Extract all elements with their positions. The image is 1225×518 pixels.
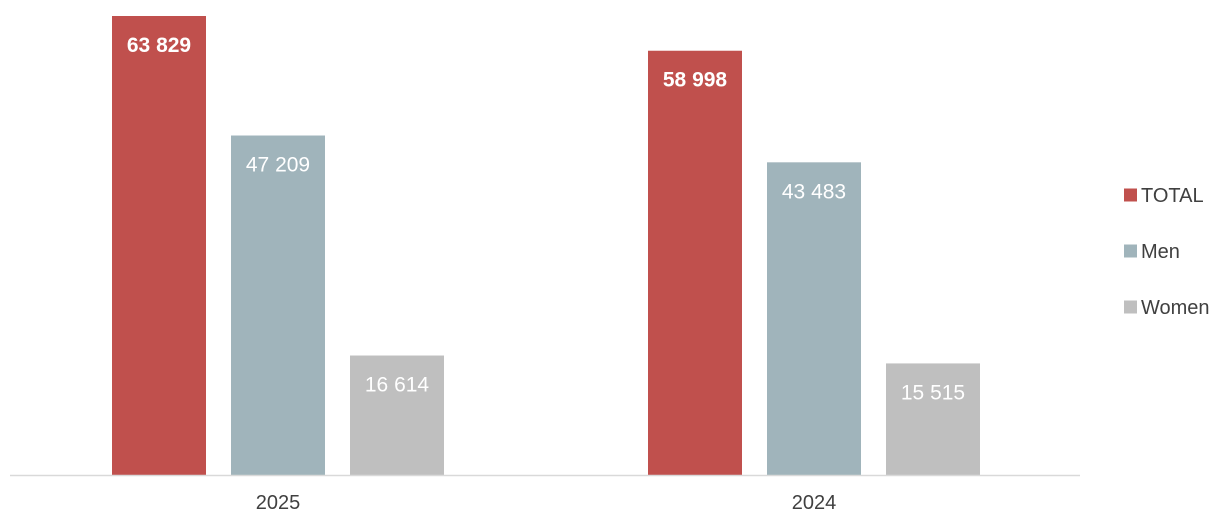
bar-women-2025: [350, 355, 444, 475]
legend-label-women: Women: [1141, 297, 1210, 319]
data-label-total-2024: 58 998: [663, 69, 728, 92]
bar-total-2025: [112, 16, 206, 475]
category-labels-group: 2025 2024: [256, 492, 837, 514]
legend-label-men: Men: [1141, 241, 1180, 263]
bar-labels-group: 63 829 47 209 16 614 58 998 43 483 15 515: [127, 34, 965, 404]
data-label-women-2025: 16 614: [365, 374, 430, 397]
data-label-women-2024: 15 515: [901, 381, 965, 404]
category-label-2024: 2024: [792, 492, 837, 514]
bar-women-2024: [886, 363, 980, 475]
legend: TOTAL Men Women: [1124, 185, 1210, 319]
legend-swatch-men: [1124, 244, 1137, 258]
bar-total-2024: [648, 50, 742, 476]
data-label-men-2025: 47 209: [246, 154, 310, 177]
data-label-men-2024: 43 483: [782, 180, 846, 203]
bar-men-2024: [767, 162, 861, 476]
category-label-2025: 2025: [256, 492, 301, 514]
bar-men-2025: [231, 135, 325, 475]
legend-label-total: TOTAL: [1141, 185, 1204, 207]
data-label-total-2025: 63 829: [127, 34, 191, 57]
legend-swatch-women: [1124, 300, 1137, 314]
legend-swatch-total: [1124, 188, 1137, 202]
bars-group: [112, 16, 980, 476]
